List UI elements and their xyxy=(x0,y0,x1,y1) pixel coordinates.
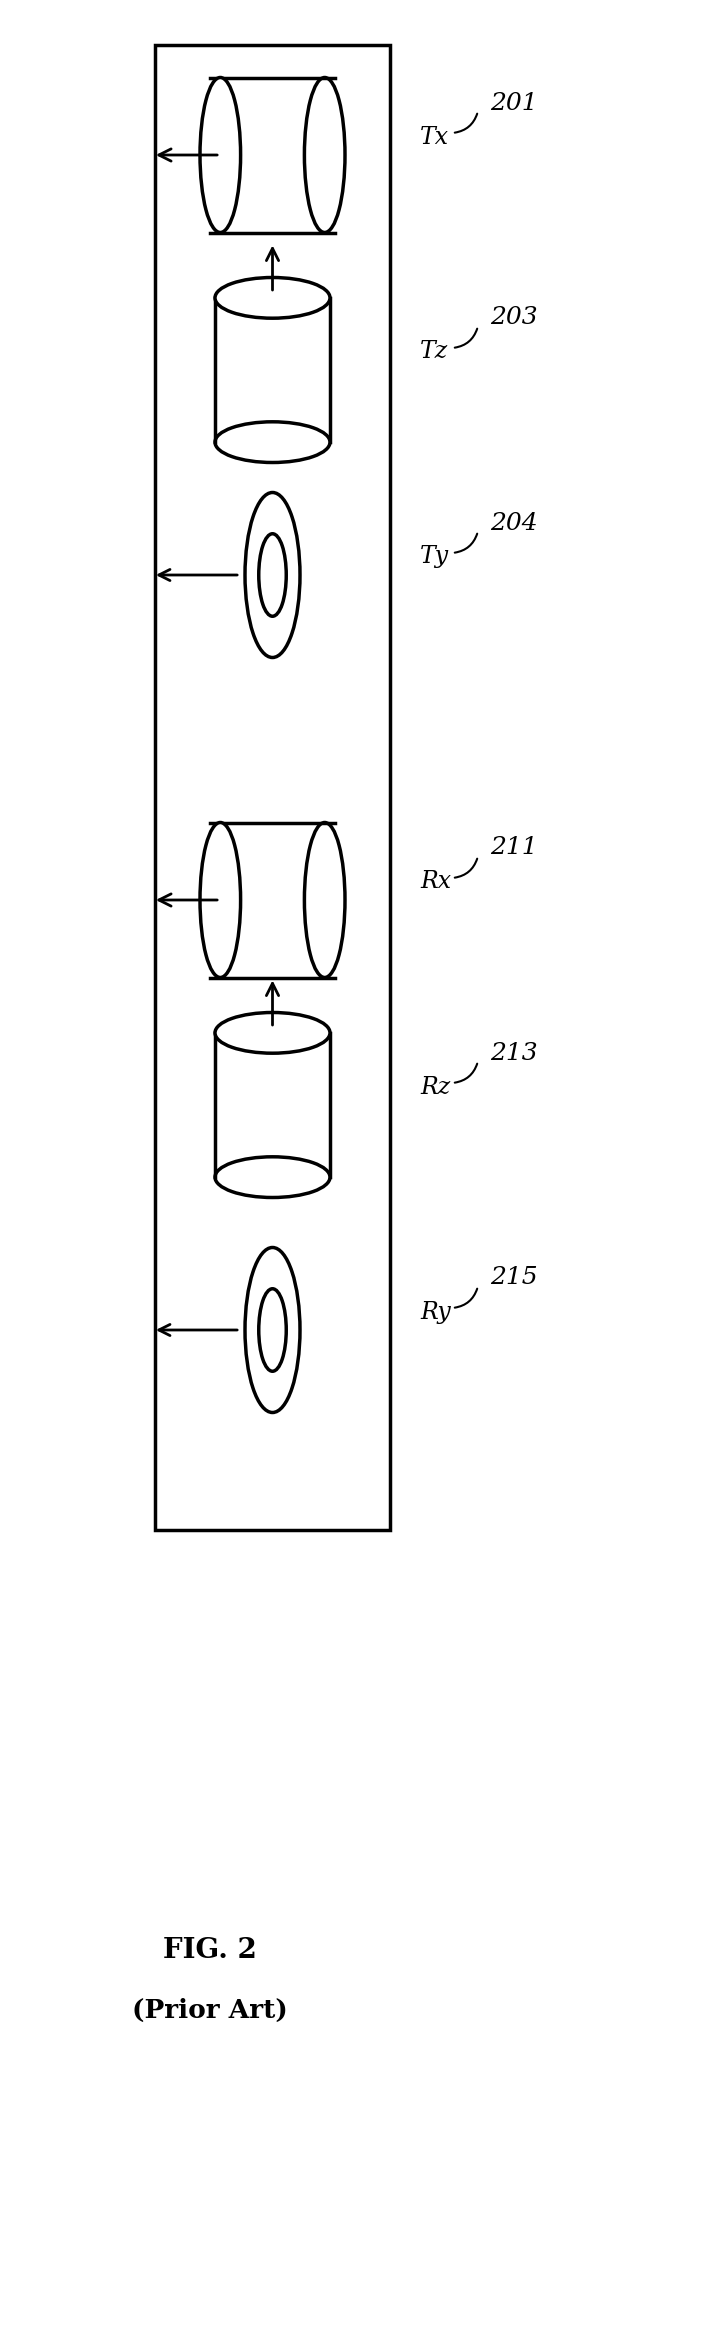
Text: Tx: Tx xyxy=(420,126,449,149)
Text: 211: 211 xyxy=(490,836,537,859)
Text: 203: 203 xyxy=(490,307,537,331)
Ellipse shape xyxy=(245,1248,300,1413)
Ellipse shape xyxy=(215,421,330,463)
Ellipse shape xyxy=(258,1290,286,1371)
Text: Tz: Tz xyxy=(420,340,448,363)
Bar xyxy=(155,44,390,1529)
Text: Rz: Rz xyxy=(420,1076,450,1099)
Ellipse shape xyxy=(245,494,300,656)
Ellipse shape xyxy=(258,533,286,617)
Bar xyxy=(215,1013,330,1197)
Text: FIG. 2: FIG. 2 xyxy=(163,1937,257,1963)
Ellipse shape xyxy=(215,1157,330,1197)
Ellipse shape xyxy=(200,77,240,233)
Text: (Prior Art): (Prior Art) xyxy=(132,1997,288,2023)
Ellipse shape xyxy=(304,822,345,978)
Text: 204: 204 xyxy=(490,512,537,535)
Bar xyxy=(200,822,345,978)
Text: Ty: Ty xyxy=(420,545,449,568)
Text: 201: 201 xyxy=(490,91,537,114)
Bar xyxy=(215,277,330,463)
Bar xyxy=(200,77,345,233)
Ellipse shape xyxy=(200,822,240,978)
Ellipse shape xyxy=(215,1013,330,1052)
Ellipse shape xyxy=(215,277,330,319)
Ellipse shape xyxy=(304,77,345,233)
Text: Ry: Ry xyxy=(420,1301,451,1325)
Text: 215: 215 xyxy=(490,1266,537,1290)
Text: Rx: Rx xyxy=(420,871,451,894)
Text: 213: 213 xyxy=(490,1041,537,1064)
